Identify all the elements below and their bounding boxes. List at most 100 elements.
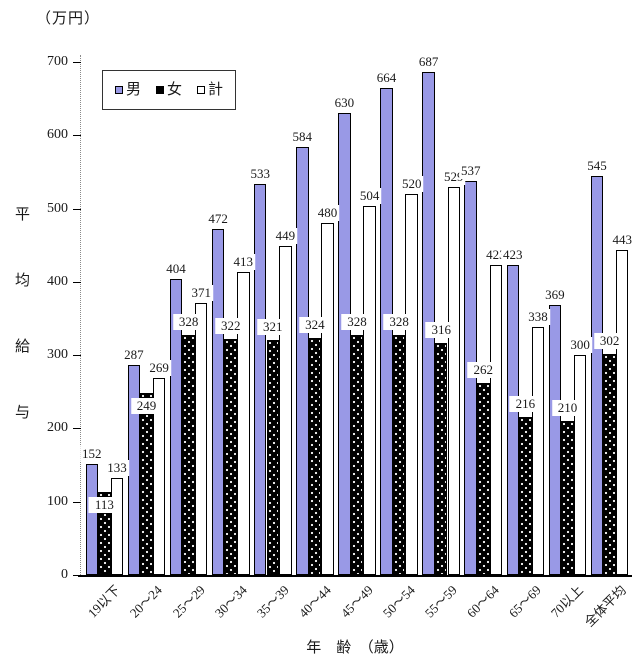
bar-total-11 bbox=[573, 355, 587, 575]
bar-label-female-0: 113 bbox=[88, 497, 120, 514]
bar-label-male-11: 369 bbox=[543, 286, 567, 303]
bar-label-female-6: 328 bbox=[341, 313, 373, 330]
legend-label-male: 男 bbox=[125, 82, 141, 98]
legend-label-female: 女 bbox=[166, 82, 182, 98]
y-tick-label-0: 0 bbox=[61, 567, 68, 582]
bar-label-total-1: 269 bbox=[147, 359, 171, 376]
x-axis-line bbox=[78, 575, 632, 577]
bar-female-2 bbox=[182, 334, 195, 575]
legend-marker-male bbox=[114, 86, 123, 94]
bar-label-total-7: 520 bbox=[399, 175, 424, 192]
bar-label-total-10: 338 bbox=[526, 309, 550, 326]
bar-male-4 bbox=[253, 184, 267, 575]
bar-label-male-7: 664 bbox=[374, 70, 399, 87]
bar-male-3 bbox=[211, 229, 225, 575]
bar-female-3 bbox=[224, 339, 237, 575]
bar-male-7 bbox=[380, 88, 393, 575]
bar-male-9 bbox=[464, 181, 477, 575]
y-axis-title: 平均給与 bbox=[13, 206, 29, 470]
y-axis-line bbox=[80, 55, 81, 575]
bar-total-10 bbox=[531, 327, 545, 575]
bar-label-male-5: 584 bbox=[290, 129, 315, 145]
x-axis-title: 年 齢 （歳） bbox=[306, 640, 404, 656]
bar-total-5 bbox=[321, 223, 334, 575]
bar-total-6 bbox=[363, 205, 376, 575]
bar-total-1 bbox=[152, 377, 166, 575]
x-tick-label-12: 全体平均 bbox=[581, 582, 629, 630]
y-tick-label-700: 700 bbox=[47, 54, 68, 69]
legend-item-total: 計 bbox=[197, 82, 223, 98]
bar-label-total-12: 443 bbox=[610, 232, 634, 249]
x-tick-label-7: 50〜54 bbox=[379, 582, 419, 621]
bar-label-female-1: 249 bbox=[130, 397, 163, 414]
unit-label: （万円） bbox=[36, 11, 101, 27]
bar-label-female-12: 302 bbox=[593, 332, 626, 349]
bar-label-male-10: 423 bbox=[501, 247, 525, 263]
bar-total-12 bbox=[615, 250, 629, 575]
y-tick-100 bbox=[73, 501, 81, 503]
bar-label-total-6: 504 bbox=[357, 187, 382, 204]
bar-label-female-8: 316 bbox=[425, 322, 457, 339]
x-tick-label-0: 19以下 bbox=[85, 582, 124, 621]
bar-male-6 bbox=[338, 113, 351, 575]
bar-label-female-3: 322 bbox=[214, 318, 247, 335]
bar-female-7 bbox=[392, 334, 406, 575]
y-tick-0 bbox=[73, 575, 81, 576]
bar-total-7 bbox=[405, 193, 418, 575]
bar-label-male-2: 404 bbox=[164, 260, 188, 277]
bar-male-12 bbox=[590, 175, 604, 575]
bar-label-male-8: 687 bbox=[416, 53, 441, 70]
bar-male-2 bbox=[169, 278, 183, 575]
x-tick-label-8: 55〜59 bbox=[421, 582, 461, 621]
y-tick-label-100: 100 bbox=[47, 493, 68, 509]
bar-label-female-7: 328 bbox=[383, 313, 415, 330]
y-tick-500 bbox=[73, 208, 81, 210]
y-tick-label-500: 500 bbox=[47, 200, 68, 216]
bar-total-3 bbox=[237, 272, 250, 575]
legend-marker-total bbox=[197, 86, 205, 94]
bar-female-12 bbox=[603, 353, 616, 575]
y-tick-label-600: 600 bbox=[47, 127, 68, 143]
bar-total-2 bbox=[194, 303, 208, 575]
x-tick-label-4: 35〜39 bbox=[253, 582, 292, 621]
bar-male-0 bbox=[85, 463, 99, 575]
bar-female-6 bbox=[350, 334, 364, 575]
bar-label-total-0: 133 bbox=[105, 459, 129, 476]
bar-label-total-5: 480 bbox=[315, 205, 340, 222]
bar-label-male-9: 537 bbox=[458, 163, 483, 180]
bar-female-0 bbox=[98, 492, 111, 575]
bar-female-8 bbox=[434, 343, 448, 575]
y-tick-label-300: 300 bbox=[47, 347, 68, 363]
bar-total-4 bbox=[279, 245, 292, 575]
x-tick-label-1: 20〜24 bbox=[127, 582, 166, 621]
bar-label-male-0: 152 bbox=[80, 445, 104, 462]
bar-label-male-1: 287 bbox=[122, 346, 146, 363]
bar-label-female-2: 328 bbox=[172, 313, 205, 330]
x-tick-label-2: 25〜29 bbox=[169, 582, 208, 621]
bar-female-1 bbox=[140, 392, 153, 575]
bar-male-5 bbox=[296, 147, 309, 575]
x-tick-label-6: 45〜49 bbox=[337, 582, 376, 621]
bar-male-1 bbox=[127, 364, 141, 575]
bar-label-total-2: 371 bbox=[189, 285, 213, 302]
y-tick-700 bbox=[73, 62, 81, 63]
legend-item-female: 女 bbox=[155, 82, 182, 98]
legend: 男 女計 bbox=[102, 70, 236, 110]
bar-label-female-4: 321 bbox=[257, 318, 289, 335]
bar-label-female-9: 262 bbox=[467, 361, 500, 378]
bar-total-9 bbox=[489, 265, 503, 575]
bar-female-10 bbox=[519, 416, 532, 575]
y-tick-label-400: 400 bbox=[47, 273, 68, 289]
bar-male-10 bbox=[506, 265, 520, 575]
bar-female-9 bbox=[477, 382, 490, 575]
y-tick-200 bbox=[73, 428, 81, 430]
bar-total-8 bbox=[447, 187, 461, 575]
y-tick-400 bbox=[73, 281, 81, 283]
bar-female-4 bbox=[266, 339, 280, 575]
bar-label-male-3: 472 bbox=[206, 211, 230, 228]
bar-female-5 bbox=[308, 337, 322, 575]
x-tick-label-5: 40〜44 bbox=[295, 582, 334, 621]
bar-label-male-4: 533 bbox=[248, 166, 272, 183]
bar-female-11 bbox=[561, 421, 574, 575]
bar-label-total-11: 300 bbox=[568, 337, 592, 354]
